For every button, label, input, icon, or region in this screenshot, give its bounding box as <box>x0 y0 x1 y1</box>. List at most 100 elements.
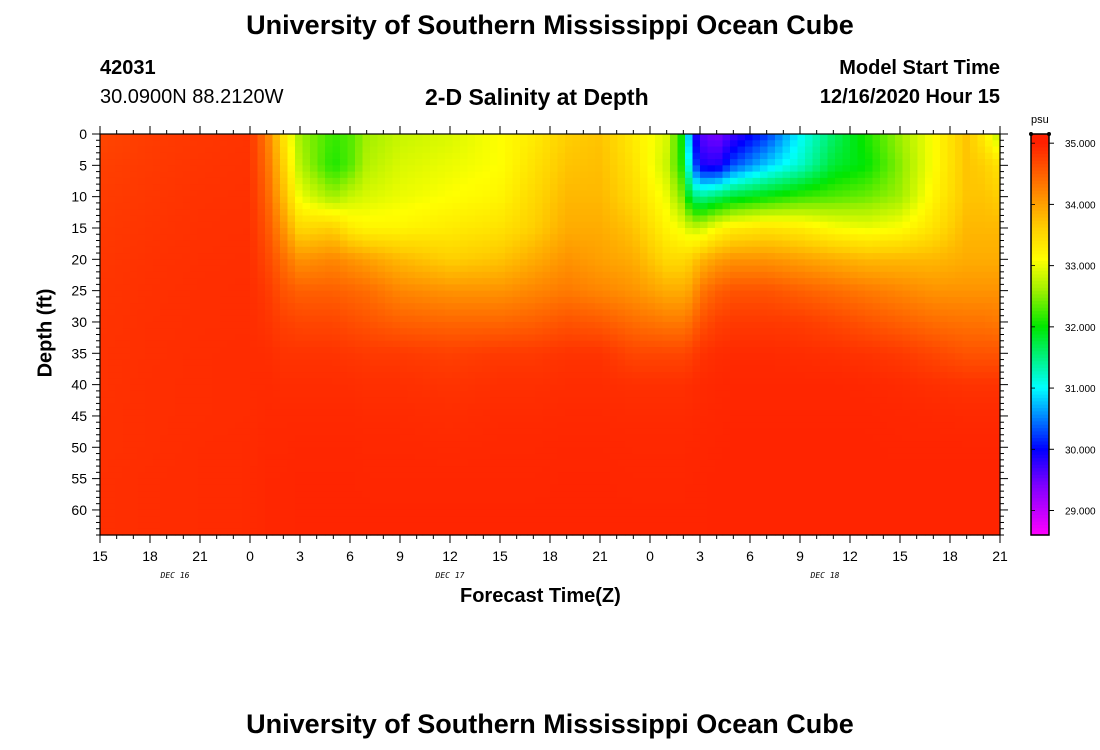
heatmap-cell <box>677 190 686 198</box>
heatmap-cell <box>587 159 596 166</box>
heatmap-cell <box>542 184 551 191</box>
heatmap-cell <box>182 528 191 536</box>
heatmap-cell <box>280 365 289 373</box>
heatmap-cell <box>167 171 176 179</box>
heatmap-cell <box>422 190 431 198</box>
heatmap-cell <box>445 234 454 242</box>
heatmap-cell <box>587 359 596 367</box>
heatmap-cell <box>610 472 619 480</box>
heatmap-cell <box>580 271 589 279</box>
heatmap-cell <box>617 246 626 254</box>
heatmap-cell <box>505 303 514 311</box>
heatmap-cell <box>467 472 476 480</box>
heatmap-cell <box>445 422 454 430</box>
heatmap-cell <box>295 522 304 530</box>
heatmap-cell <box>250 403 259 411</box>
heatmap-cell <box>257 359 266 367</box>
heatmap-cell <box>587 484 596 492</box>
heatmap-cell <box>272 415 281 423</box>
heatmap-cell <box>527 390 536 398</box>
heatmap-cell <box>122 134 131 141</box>
heatmap-cell <box>625 347 634 354</box>
heatmap-cell <box>325 202 334 210</box>
heatmap-cell <box>377 472 386 480</box>
heatmap-cell <box>362 522 371 530</box>
heatmap-cell <box>467 497 476 505</box>
heatmap-cell <box>445 271 454 279</box>
heatmap-cell <box>302 234 311 242</box>
heatmap-cell <box>385 296 394 304</box>
heatmap-cell <box>617 146 626 154</box>
heatmap-cell <box>595 422 604 430</box>
heatmap-cell <box>175 152 184 160</box>
heatmap-cell <box>175 441 184 448</box>
heatmap-cell <box>520 441 529 448</box>
heatmap-cell <box>542 328 551 336</box>
heatmap-cell <box>452 159 461 166</box>
heatmap-cell <box>460 397 469 405</box>
heatmap-cell <box>377 434 386 442</box>
heatmap-cell <box>167 140 176 148</box>
heatmap-cell <box>160 278 169 285</box>
heatmap-cell <box>310 140 319 148</box>
heatmap-cell <box>565 202 574 210</box>
heatmap-cell <box>347 378 356 386</box>
heatmap-cell <box>670 177 679 185</box>
heatmap-cell <box>422 447 431 455</box>
heatmap-cell <box>587 472 596 480</box>
heatmap-cell <box>257 384 266 392</box>
heatmap-cell <box>370 227 379 235</box>
heatmap-cell <box>610 246 619 254</box>
heatmap-cell <box>632 303 641 311</box>
heatmap-cell <box>137 171 146 179</box>
heatmap-cell <box>130 284 139 292</box>
heatmap-cell <box>265 246 274 254</box>
heatmap-cell <box>452 528 461 536</box>
heatmap-cell <box>115 140 124 148</box>
heatmap-cell <box>197 290 206 298</box>
heatmap-cell <box>137 434 146 442</box>
heatmap-cell <box>512 134 521 141</box>
heatmap-cell <box>542 384 551 392</box>
heatmap-cell <box>122 390 131 398</box>
heatmap-cell <box>415 334 424 342</box>
heatmap-cell <box>602 359 611 367</box>
heatmap-cell <box>325 365 334 373</box>
heatmap-cell <box>340 328 349 336</box>
heatmap-cell <box>632 353 641 361</box>
heatmap-cell <box>587 403 596 411</box>
heatmap-cell <box>430 215 439 223</box>
heatmap-cell <box>437 409 446 417</box>
heatmap-cell <box>452 196 461 204</box>
heatmap-cell <box>535 434 544 442</box>
heatmap-cell <box>145 447 154 455</box>
heatmap-cell <box>205 215 214 223</box>
heatmap-cell <box>632 372 641 379</box>
heatmap-cell <box>565 478 574 486</box>
heatmap-cell <box>610 528 619 536</box>
heatmap-cell <box>145 165 154 173</box>
heatmap-cell <box>557 390 566 398</box>
heatmap-cell <box>250 202 259 210</box>
heatmap-cell <box>340 296 349 304</box>
heatmap-cell <box>512 522 521 530</box>
heatmap-cell <box>452 134 461 141</box>
heatmap-cell <box>340 284 349 292</box>
heatmap-cell <box>347 253 356 260</box>
heatmap-cell <box>242 384 251 392</box>
heatmap-cell <box>490 403 499 411</box>
heatmap-cell <box>190 459 199 467</box>
heatmap-cell <box>392 522 401 530</box>
heatmap-cell <box>377 491 386 499</box>
heatmap-cell <box>572 271 581 279</box>
heatmap-cell <box>152 466 161 473</box>
heatmap-cell <box>580 253 589 260</box>
heatmap-cell <box>137 384 146 392</box>
heatmap-cell <box>310 334 319 342</box>
heatmap-cell <box>227 265 236 273</box>
heatmap-cell <box>205 390 214 398</box>
heatmap-cell <box>572 378 581 386</box>
heatmap-cell <box>100 447 109 455</box>
heatmap-cell <box>557 321 566 329</box>
heatmap-cell <box>557 384 566 392</box>
